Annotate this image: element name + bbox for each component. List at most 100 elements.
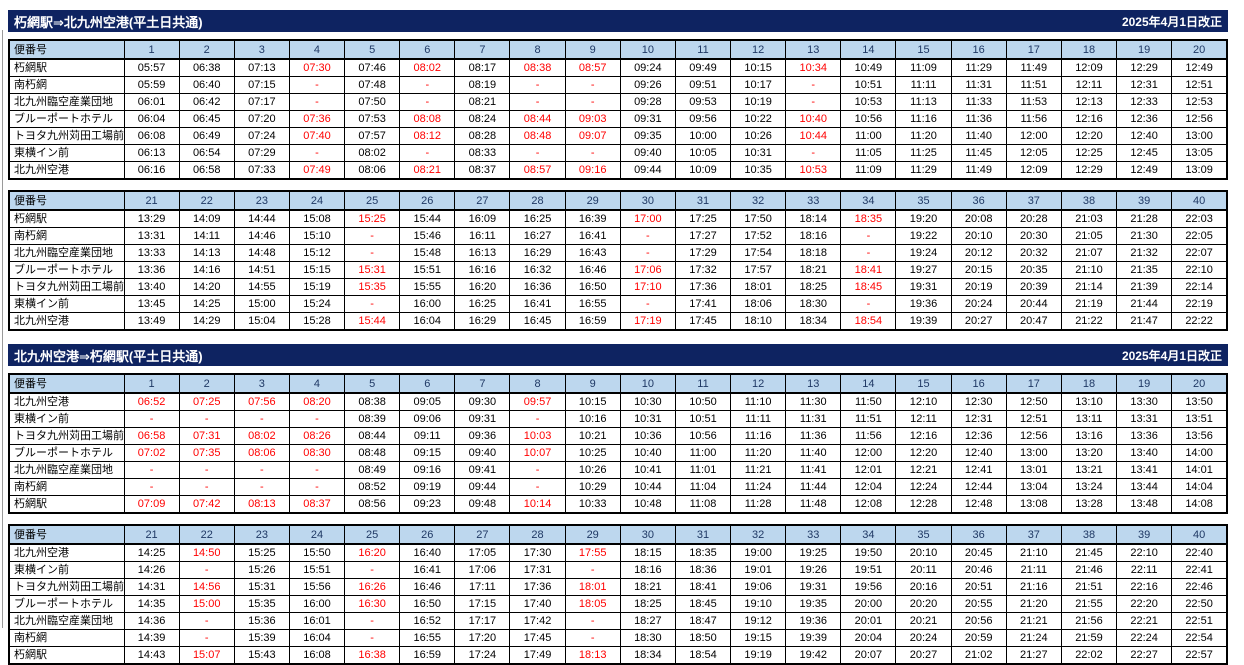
trip-number-cell: 2 — [178, 373, 235, 394]
time-cell: 10:09 — [674, 161, 732, 180]
time-cell: 20:11 — [895, 561, 952, 579]
stop-name-cell: 朽網駅 — [8, 646, 125, 665]
time-cell: 07:33 — [233, 161, 290, 180]
no-stop-cell: - — [178, 410, 235, 428]
stop-row: ブルーポートホテル 14:35 15:00 15:35 16:00 16:30 16:50 1… — [8, 595, 1228, 613]
time-cell: 14:44 — [233, 209, 290, 228]
no-stop-cell: - — [509, 461, 566, 479]
time-cell: 11:08 — [674, 495, 732, 514]
trip-number-cell: 28 — [509, 524, 566, 545]
time-cell: 20:59 — [950, 629, 1007, 647]
time-cell: 08:02 — [233, 427, 290, 445]
trip-number-cell: 21 — [123, 524, 180, 545]
time-cell: 12:49 — [1171, 58, 1228, 77]
time-cell: 12:24 — [895, 478, 952, 496]
no-stop-cell: - — [178, 461, 235, 479]
section-outbound: 朽網駅⇒北九州空港(平土日共通) 2025年4月1日改正 便番号 1 2 3 4 5 6 7 8… — [8, 10, 1236, 331]
time-cell: 11:56 — [1005, 110, 1062, 128]
time-cell: 11:20 — [730, 444, 787, 462]
time-cell: 11:51 — [1005, 76, 1062, 94]
time-cell: 10:22 — [730, 110, 787, 128]
time-cell: 21:32 — [1116, 244, 1173, 262]
stop-row: 東横イン前 06:13 06:54 07:29-08:02-08:33- -09:40 1… — [8, 144, 1228, 162]
time-cell: 09:56 — [674, 110, 732, 128]
time-cell: 12:36 — [1116, 110, 1173, 128]
no-stop-cell: - — [344, 561, 401, 579]
stop-row: 北九州空港 06:52 07:25 07:56 08:20 08:38 09:05 09:30… — [8, 392, 1228, 411]
time-cell: 19:50 — [840, 543, 897, 562]
time-cell: 18:16 — [785, 227, 842, 245]
time-cell: 09:40 — [454, 444, 511, 462]
time-cell: 09:44 — [454, 478, 511, 496]
time-cell: 10:14 — [509, 495, 566, 514]
stop-row: 北九州臨空産業団地 - - - -08:49 09:16 09:41-10:26 10:41 1… — [8, 461, 1228, 479]
time-cell: 08:38 — [509, 58, 566, 77]
time-cell: 11:20 — [895, 127, 952, 145]
time-cell: 12:20 — [1060, 127, 1118, 145]
time-cell: 18:35 — [840, 209, 897, 228]
time-cell: 13:50 — [1171, 392, 1228, 411]
time-cell: 14:51 — [233, 261, 290, 279]
time-cell: 13:31 — [123, 227, 180, 245]
time-cell: 18:54 — [840, 312, 897, 331]
time-cell: 16:13 — [454, 244, 511, 262]
time-cell: 11:49 — [1005, 58, 1062, 77]
time-cell: 07:48 — [344, 76, 401, 94]
trip-number-cell: 13 — [785, 373, 842, 394]
time-cell: 16:55 — [564, 295, 621, 313]
time-cell: 06:13 — [123, 144, 180, 162]
time-cell: 19:31 — [895, 278, 952, 296]
trip-number-cell: 22 — [178, 524, 235, 545]
time-cell: 18:10 — [730, 312, 787, 331]
time-cell: 08:30 — [288, 444, 346, 462]
stop-name-cell: 北九州空港 — [8, 161, 125, 180]
trip-number-cell: 2 — [178, 39, 235, 60]
no-stop-cell: - — [564, 93, 621, 111]
time-cell: 14:00 — [1171, 444, 1228, 462]
time-cell: 15:26 — [233, 561, 290, 579]
time-cell: 17:20 — [454, 629, 511, 647]
time-cell: 22:24 — [1116, 629, 1173, 647]
time-cell: 21:21 — [1005, 612, 1062, 630]
time-cell: 20:21 — [895, 612, 952, 630]
no-stop-cell: - — [399, 144, 456, 162]
time-cell: 15:51 — [399, 261, 456, 279]
time-cell: 14:25 — [178, 295, 235, 313]
no-stop-cell: - — [288, 144, 346, 162]
time-cell: 18:01 — [730, 278, 787, 296]
no-stop-cell: - — [564, 561, 621, 579]
time-cell: 20:04 — [840, 629, 897, 647]
time-cell: 12:05 — [1005, 144, 1062, 162]
time-cell: 20:10 — [895, 543, 952, 562]
stop-name-cell: 北九州臨空産業団地 — [8, 461, 125, 479]
time-cell: 12:01 — [840, 461, 897, 479]
stop-row: 北九州臨空産業団地 14:36-15:36 16:01-16:52 17:17 17:4… — [8, 612, 1228, 630]
trip-number-cell: 14 — [840, 373, 897, 394]
time-cell: 11:16 — [730, 427, 787, 445]
time-cell: 12:51 — [1005, 410, 1062, 428]
time-cell: 14:56 — [178, 578, 235, 596]
time-cell: 22:02 — [1060, 646, 1118, 665]
time-cell: 19:56 — [840, 578, 897, 596]
trip-number-cell: 27 — [454, 524, 511, 545]
time-cell: 12:44 — [950, 478, 1007, 496]
time-cell: 05:59 — [123, 76, 180, 94]
time-cell: 11:04 — [674, 478, 732, 496]
no-stop-cell: - — [178, 612, 235, 630]
time-cell: 14:39 — [123, 629, 180, 647]
no-stop-cell: - — [564, 629, 621, 647]
time-cell: 18:25 — [619, 595, 676, 613]
stop-row: トヨタ九州苅田工場前 13:40 14:20 14:55 15:19 15:35 15:55… — [8, 278, 1228, 296]
time-cell: 18:50 — [674, 629, 732, 647]
time-cell: 21:59 — [1060, 629, 1118, 647]
time-cell: 06:42 — [178, 93, 235, 111]
time-cell: 09:57 — [509, 392, 566, 411]
time-cell: 09:48 — [454, 495, 511, 514]
time-cell: 14:11 — [178, 227, 235, 245]
trip-number-cell: 19 — [1116, 373, 1173, 394]
time-cell: 09:11 — [399, 427, 456, 445]
time-cell: 11:31 — [785, 410, 842, 428]
time-cell: 20:08 — [950, 209, 1007, 228]
time-cell: 13:00 — [1005, 444, 1062, 462]
stop-name-cell: 南朽網 — [8, 478, 125, 496]
